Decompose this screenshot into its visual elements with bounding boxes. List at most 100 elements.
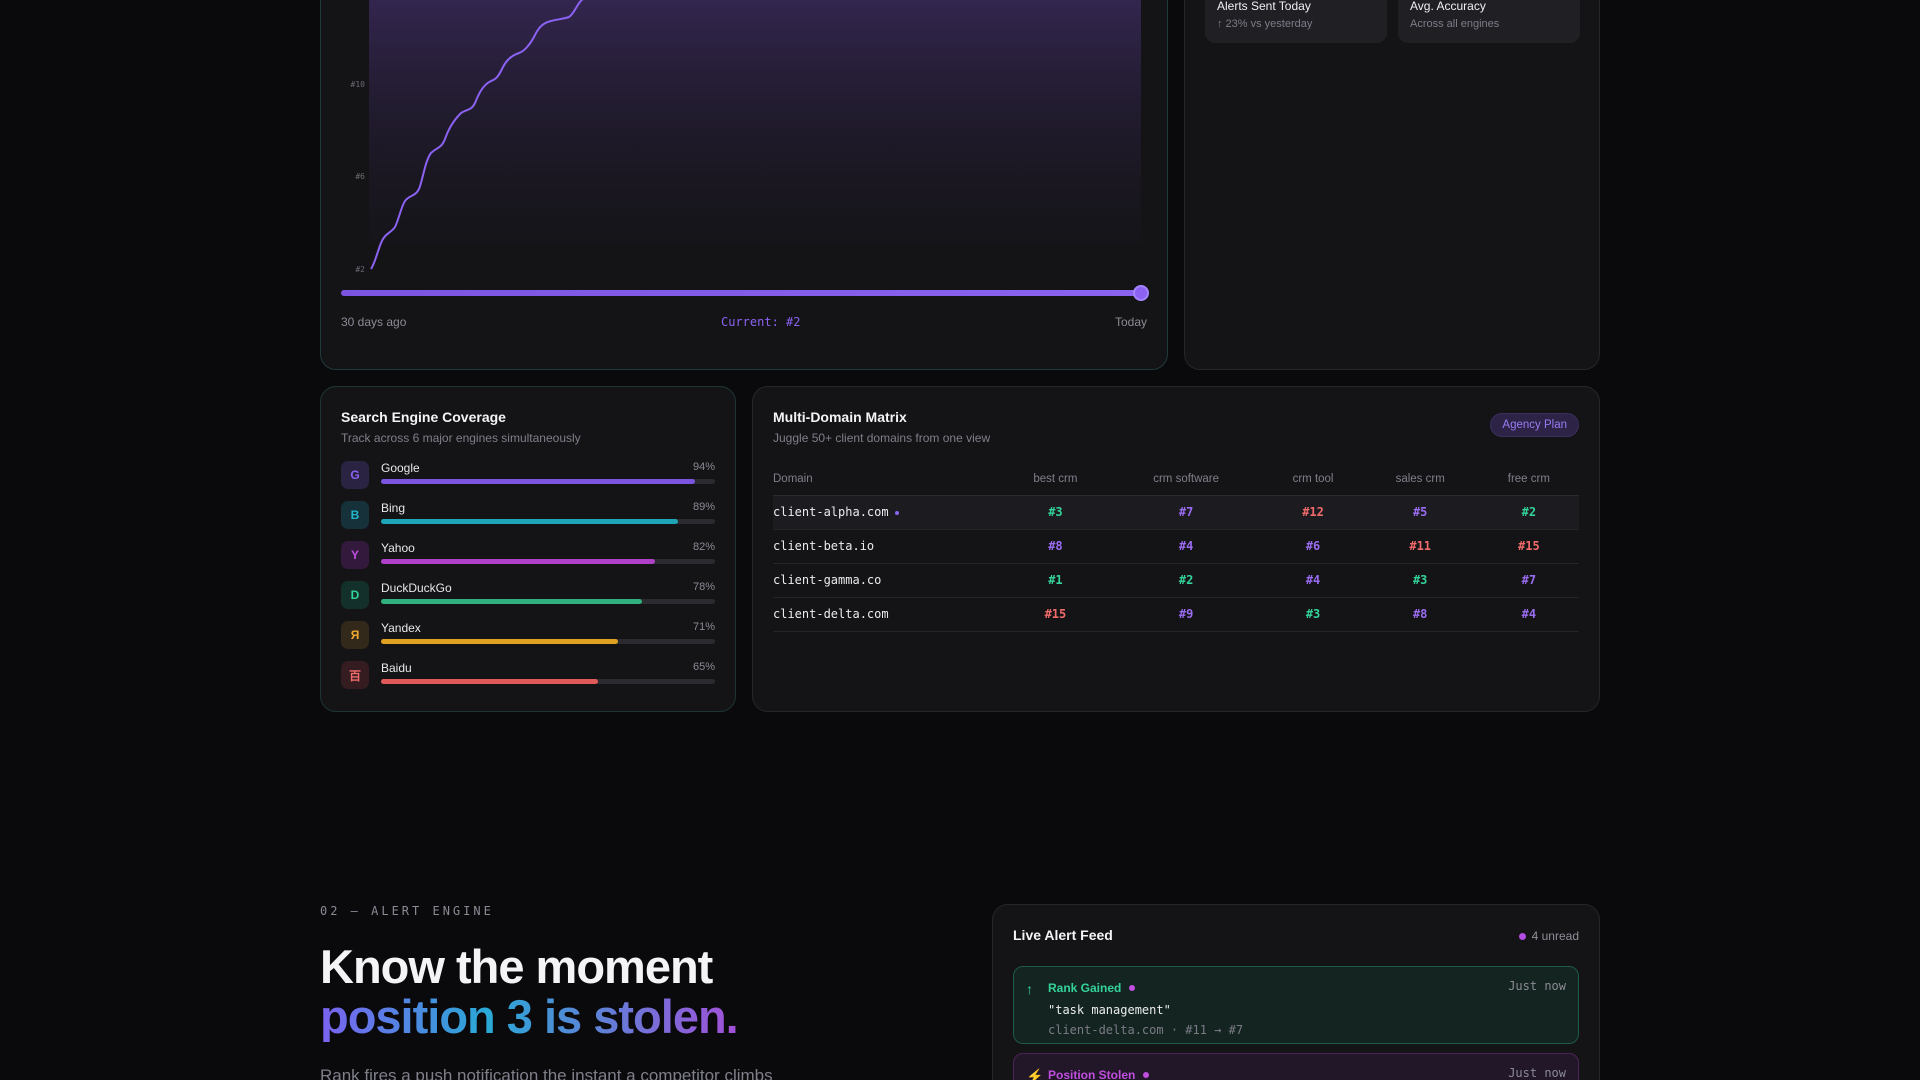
domain-name: client-alpha.com [773,505,889,519]
timeline-end-label: Today [1114,315,1147,329]
rank-cell: #7 [1107,495,1265,530]
timeline-slider-thumb[interactable] [1133,285,1149,301]
engine-row: Y Yahoo 82% [341,541,715,581]
engine-row: Я Yandex 71% [341,621,715,661]
timeline-slider[interactable] [341,285,1149,301]
engine-percent: 78% [692,581,715,593]
engine-percent: 65% [692,661,715,673]
column-header: free crm [1478,463,1579,496]
search-engine-coverage-panel: Search Engine Coverage Track across 6 ma… [320,386,736,712]
multi-domain-matrix-panel: Multi-Domain Matrix Juggle 50+ client do… [752,386,1600,712]
coverage-bar [381,679,715,684]
column-header: Domain [773,463,1003,496]
coverage-bar [381,559,715,564]
engine-name: Baidu [381,661,412,675]
table-row[interactable]: client-beta.io #8 #4 #6 #11 #15 [773,529,1579,564]
alert-title: Rank Gained [1048,981,1122,995]
alert-time: Just now [1508,1066,1566,1080]
alert-item-rank-gained[interactable]: ↑ Rank Gained Just now "task management"… [1013,966,1579,1044]
headline-line-2: position 3 is stolen. [320,990,739,1043]
table-row[interactable]: client-delta.com #15 #9 #3 #8 #4 [773,597,1579,632]
stats-panel: Alerts Sent Today ↑ 23% vs yesterday Avg… [1184,0,1600,370]
timeline-slider-fill [341,290,1141,296]
rank-cell: #2 [1478,495,1579,530]
engine-row: D DuckDuckGo 78% [341,581,715,621]
coverage-bar [381,599,715,604]
panel-title: Multi-Domain Matrix [773,409,907,425]
column-header: crm software [1107,463,1265,496]
stat-subtitle: ↑ 23% vs yesterday [1217,18,1313,30]
coverage-bar-fill [381,559,655,564]
table-header-row: Domain best crm crm software crm tool sales … [773,463,1579,496]
table-row[interactable]: client-gamma.co #1 #2 #4 #3 #7 [773,563,1579,598]
engine-row: 百 Baidu 65% [341,661,715,701]
y-tick-label: #10 [351,80,366,89]
rank-cell: #11 [1361,529,1479,564]
unread-dot-icon [1129,984,1136,991]
domain-name: client-delta.com [773,607,889,621]
rank-line [370,0,584,270]
panel-title: Search Engine Coverage [341,409,506,425]
domain-cell: client-beta.io [773,529,1003,564]
alert-query: "task management" [1048,1003,1171,1017]
table-body: client-alpha.com #3 #7 #12 #5 #2 client-beta.i… [773,495,1579,632]
rank-cell: #2 [1107,563,1265,598]
engine-name: DuckDuckGo [381,581,452,595]
coverage-bar [381,519,715,524]
coverage-bar-fill [381,599,642,604]
rank-cell: #4 [1107,529,1265,564]
rank-history-panel: #10 #6 #2 30 days ago Current: #2 Today [320,0,1168,370]
engine-row: B Bing 89% [341,501,715,541]
section-body: Rank fires a push notification the insta… [320,1066,773,1080]
coverage-bar-fill [381,679,599,684]
stat-subtitle: Across all engines [1410,18,1500,30]
section-headline: Know the moment position 3 is stolen. [320,942,739,1043]
arrow-up-icon: ↑ [1026,981,1033,997]
column-header: best crm [1003,463,1108,496]
stat-title: Alerts Sent Today [1217,0,1311,13]
domain-matrix-table: Domain best crm crm software crm tool sales … [773,463,1579,632]
engine-percent: 82% [692,541,715,553]
engine-badge-icon: 百 [341,661,369,689]
coverage-bar [381,479,715,484]
stat-card-alerts: Alerts Sent Today ↑ 23% vs yesterday [1205,0,1387,43]
column-header: crm tool [1264,463,1362,496]
domain-name: client-gamma.co [773,573,882,587]
rank-cell: #4 [1478,597,1579,632]
coverage-bar [381,639,715,644]
panel-subtitle: Juggle 50+ client domains from one view [773,431,991,445]
engine-name: Google [381,461,420,475]
y-tick-label: #6 [355,172,365,181]
unread-count: 4 unread [1518,929,1579,943]
chart-area-fill [369,0,1141,243]
rank-history-chart: #10 #6 #2 [351,0,1141,274]
table-row[interactable]: client-alpha.com #3 #7 #12 #5 #2 [773,495,1579,530]
rank-cell: #9 [1107,597,1265,632]
engine-badge-icon: B [341,501,369,529]
unread-label: 4 unread [1531,929,1579,943]
panel-subtitle: Track across 6 major engines simultaneou… [341,431,581,445]
engine-name: Yahoo [381,541,415,555]
rank-cell: #7 [1478,563,1579,598]
alert-item-position-stolen[interactable]: ⚡ Position Stolen Just now [1013,1053,1579,1080]
rank-cell: #8 [1003,529,1108,564]
current-rank-label: Current: #2 [721,315,801,329]
rank-cell: #15 [1478,529,1579,564]
rank-cell: #6 [1264,529,1362,564]
rank-cell: #1 [1003,563,1108,598]
engine-list: G Google 94% B Bing 89% Y Yahoo 82% D DuckDuckGo 78… [341,461,715,701]
rank-cell: #3 [1361,563,1479,598]
engine-name: Bing [381,501,406,515]
stat-title: Avg. Accuracy [1410,0,1486,13]
lightning-icon: ⚡ [1026,1068,1044,1080]
alert-time: Just now [1508,979,1566,993]
engine-badge-icon: Я [341,621,369,649]
engine-badge-icon: D [341,581,369,609]
engine-percent: 71% [692,621,715,633]
rank-cell: #15 [1003,597,1108,632]
live-alert-feed-panel: Live Alert Feed 4 unread ↑ Rank Gained J… [992,904,1600,1080]
column-header: sales crm [1361,463,1479,496]
unread-dot-icon [1518,933,1526,940]
coverage-bar-fill [381,639,619,644]
rank-cell: #12 [1264,495,1362,530]
